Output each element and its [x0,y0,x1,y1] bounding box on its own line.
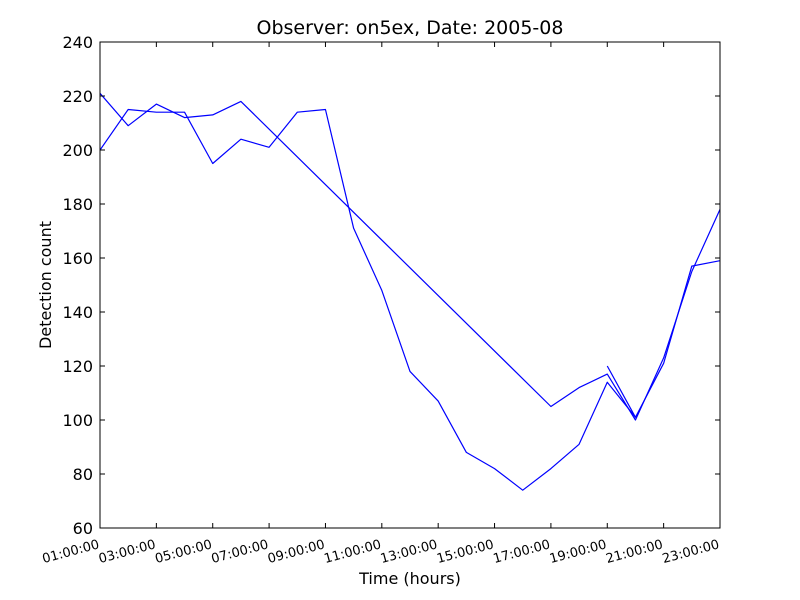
y-tick-label: 80 [73,465,93,484]
y-tick-label: 220 [62,87,93,106]
y-axis-label: Detection count [36,221,55,349]
chart-title: Observer: on5ex, Date: 2005-08 [257,17,564,39]
y-tick-label: 60 [73,519,93,538]
plot-area [100,92,720,491]
x-axis-label: Time (hours) [358,569,461,588]
y-tick-label: 140 [62,303,93,322]
y-tick-label: 100 [62,411,93,430]
y-tick-label: 180 [62,195,93,214]
y-tick-label: 160 [62,249,93,268]
series-2-line [100,92,720,421]
series-3-line [606,365,636,418]
series-1-line [100,108,720,491]
y-tick-label: 120 [62,357,93,376]
y-tick-label: 200 [62,141,93,160]
axes-frame [99,41,721,529]
y-axis: 60 80 100 120 140 160 180 200 220 240 [62,33,720,538]
y-tick-label: 240 [62,33,93,52]
